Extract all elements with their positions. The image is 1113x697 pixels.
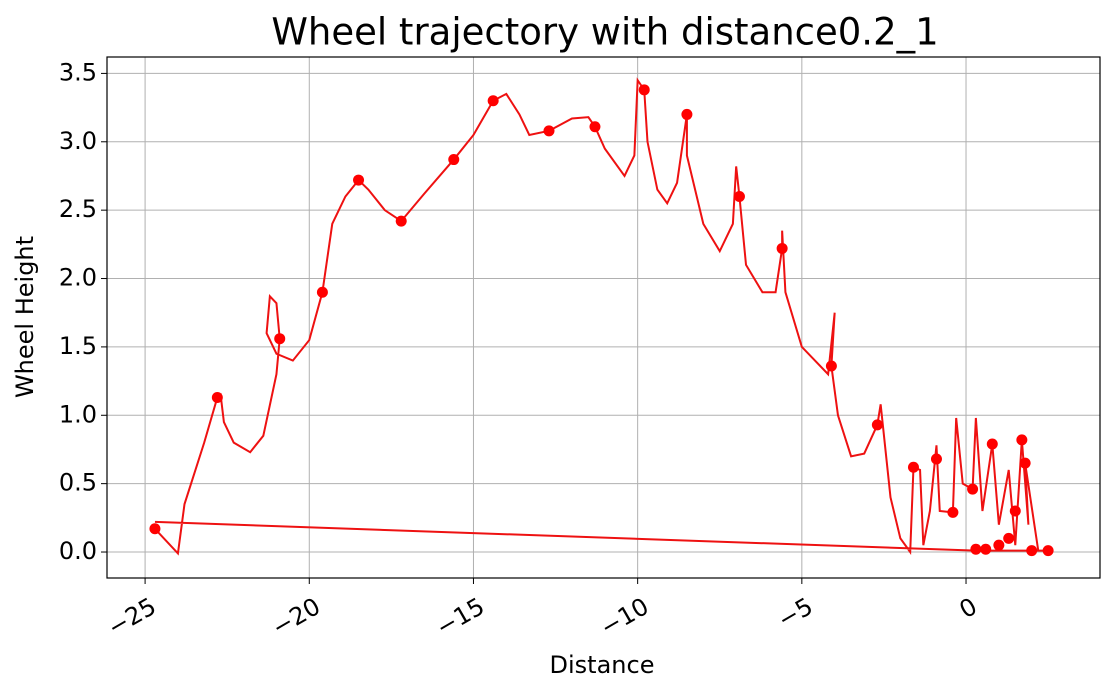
marker — [980, 543, 992, 555]
y-tick-label: 3.0 — [59, 127, 97, 155]
marker — [487, 95, 499, 107]
marker — [448, 154, 460, 166]
marker — [1003, 532, 1015, 544]
marker — [1016, 434, 1028, 446]
x-axis-label: Distance — [550, 651, 655, 679]
chart-title: Wheel trajectory with distance0.2_1 — [271, 11, 938, 54]
marker — [733, 190, 745, 202]
y-tick-label: 1.0 — [59, 400, 97, 428]
y-tick-label: 0.0 — [59, 537, 97, 565]
marker — [986, 438, 998, 450]
x-tick-label: −15 — [431, 592, 489, 642]
marker — [353, 174, 365, 186]
marker — [776, 242, 788, 254]
y-tick-label: 2.0 — [59, 264, 97, 292]
y-tick-label: 1.5 — [59, 332, 97, 360]
x-tick-label: −20 — [267, 592, 325, 642]
marker — [1026, 545, 1038, 557]
marker — [638, 84, 650, 96]
marker — [907, 461, 919, 473]
marker — [211, 391, 223, 403]
marker — [930, 453, 942, 465]
y-tick-label: 2.5 — [59, 195, 97, 223]
marker — [681, 108, 693, 120]
y-tick-label: 0.5 — [59, 469, 97, 497]
marker — [589, 121, 601, 133]
x-tick-label: −10 — [596, 592, 654, 642]
marker — [1042, 545, 1054, 557]
marker — [967, 483, 979, 495]
marker — [1009, 505, 1021, 517]
x-tick-label: −5 — [773, 592, 818, 634]
y-tick-label: 3.5 — [59, 58, 97, 86]
marker — [1019, 457, 1031, 469]
y-axis-label: Wheel Height — [11, 236, 39, 398]
marker — [274, 333, 286, 345]
x-tick-label: 0 — [955, 592, 982, 624]
marker — [993, 539, 1005, 551]
marker — [947, 506, 959, 518]
trajectory-line — [154, 77, 1052, 556]
marker — [871, 419, 883, 431]
marker — [149, 523, 161, 535]
marker — [543, 125, 555, 137]
plot-frame — [106, 56, 1101, 579]
marker — [970, 543, 982, 555]
marker — [825, 360, 837, 372]
x-tick-label: −25 — [103, 592, 161, 642]
marker — [395, 215, 407, 227]
marker — [316, 286, 328, 298]
